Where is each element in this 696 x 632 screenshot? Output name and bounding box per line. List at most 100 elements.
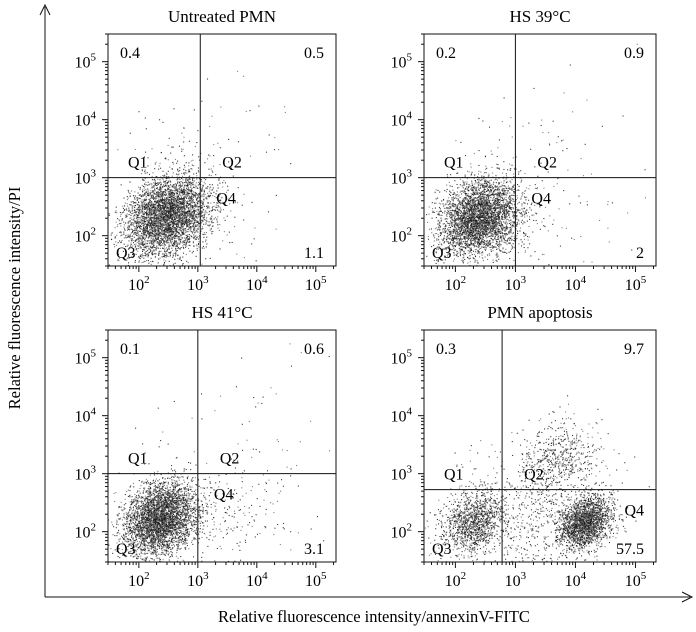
event-dot bbox=[162, 256, 164, 258]
event-dot bbox=[205, 211, 207, 213]
event-dot bbox=[136, 214, 139, 216]
event-dot bbox=[174, 234, 176, 236]
event-dot bbox=[185, 243, 188, 245]
event-dot bbox=[170, 192, 172, 194]
event-dot bbox=[179, 186, 181, 188]
event-dot bbox=[487, 258, 489, 261]
event-dot bbox=[222, 182, 224, 184]
event-dot bbox=[227, 189, 229, 191]
event-dot bbox=[134, 232, 136, 234]
event-dot bbox=[206, 217, 208, 219]
event-dot bbox=[182, 241, 184, 243]
event-dot bbox=[180, 210, 182, 212]
event-dot bbox=[198, 216, 200, 218]
event-dot bbox=[147, 224, 149, 226]
event-dot bbox=[494, 222, 496, 224]
event-dot bbox=[142, 217, 144, 220]
event-dot bbox=[159, 206, 161, 208]
event-dot bbox=[143, 213, 145, 215]
event-dot bbox=[182, 263, 184, 265]
event-dot bbox=[161, 256, 163, 258]
event-dot bbox=[163, 225, 165, 227]
event-dot bbox=[96, 212, 97, 213]
event-dot bbox=[155, 217, 157, 219]
event-dot bbox=[177, 258, 179, 260]
event-dot bbox=[145, 252, 147, 254]
event-dot bbox=[130, 217, 132, 219]
event-dot bbox=[157, 247, 159, 249]
event-dot bbox=[152, 206, 154, 209]
event-dot bbox=[159, 216, 161, 218]
event-dot bbox=[127, 221, 129, 223]
event-dot bbox=[161, 215, 163, 217]
event-dot bbox=[465, 216, 467, 218]
event-dot bbox=[166, 216, 168, 218]
event-dot bbox=[157, 182, 159, 184]
event-dot bbox=[177, 169, 179, 171]
event-dot bbox=[145, 226, 147, 228]
event-dot bbox=[156, 204, 159, 207]
event-dot bbox=[209, 224, 211, 226]
event-dot bbox=[202, 189, 204, 191]
event-dot bbox=[191, 215, 193, 217]
event-dot bbox=[179, 243, 181, 245]
event-dot bbox=[154, 181, 156, 183]
event-dot bbox=[139, 221, 141, 223]
event-dot bbox=[134, 210, 136, 212]
event-dot bbox=[148, 220, 150, 222]
event-dot bbox=[196, 228, 198, 230]
event-dot bbox=[162, 203, 164, 205]
event-dot bbox=[170, 230, 172, 233]
event-dot bbox=[190, 221, 192, 223]
event-dot bbox=[117, 242, 119, 244]
event-dot bbox=[188, 183, 191, 185]
event-dot bbox=[170, 200, 172, 202]
event-dot bbox=[163, 229, 166, 231]
event-dot bbox=[253, 238, 255, 240]
event-dot bbox=[159, 282, 160, 283]
event-dot bbox=[205, 246, 207, 248]
event-dot bbox=[515, 218, 517, 220]
event-dot bbox=[158, 221, 160, 223]
event-dot bbox=[190, 205, 192, 208]
event-dot bbox=[154, 226, 157, 228]
event-dot bbox=[170, 189, 173, 191]
event-dot bbox=[151, 228, 153, 230]
event-dot bbox=[160, 228, 162, 230]
event-dot bbox=[177, 195, 179, 197]
event-dot bbox=[177, 196, 179, 198]
event-dot bbox=[141, 241, 143, 243]
event-dot bbox=[163, 262, 165, 264]
event-dot bbox=[104, 210, 105, 211]
event-dot bbox=[195, 185, 197, 187]
event-dot bbox=[175, 232, 177, 235]
event-dot bbox=[147, 201, 150, 203]
event-dot bbox=[148, 192, 150, 194]
event-dot bbox=[148, 206, 150, 208]
event-dot bbox=[203, 193, 205, 195]
event-dot bbox=[194, 238, 196, 240]
event-dot bbox=[136, 224, 138, 226]
event-dot bbox=[496, 221, 498, 223]
event-dot bbox=[156, 238, 158, 240]
event-dot bbox=[171, 227, 173, 229]
event-dot bbox=[141, 253, 144, 255]
event-dot bbox=[490, 217, 492, 219]
event-dot bbox=[181, 177, 183, 179]
event-dot bbox=[181, 202, 183, 204]
event-dot bbox=[192, 240, 194, 242]
event-dot bbox=[152, 195, 154, 197]
event-dot bbox=[139, 217, 141, 219]
event-dot bbox=[178, 185, 180, 187]
event-dot bbox=[161, 196, 163, 198]
event-dot bbox=[461, 204, 463, 206]
event-dot bbox=[181, 211, 183, 213]
event-dot bbox=[143, 231, 145, 233]
event-dot bbox=[167, 202, 169, 204]
event-dot bbox=[190, 228, 192, 230]
event-dot bbox=[179, 167, 181, 169]
event-dot bbox=[194, 187, 196, 189]
event-dot bbox=[176, 235, 178, 237]
event-dot bbox=[188, 211, 190, 213]
event-dot bbox=[194, 216, 196, 218]
